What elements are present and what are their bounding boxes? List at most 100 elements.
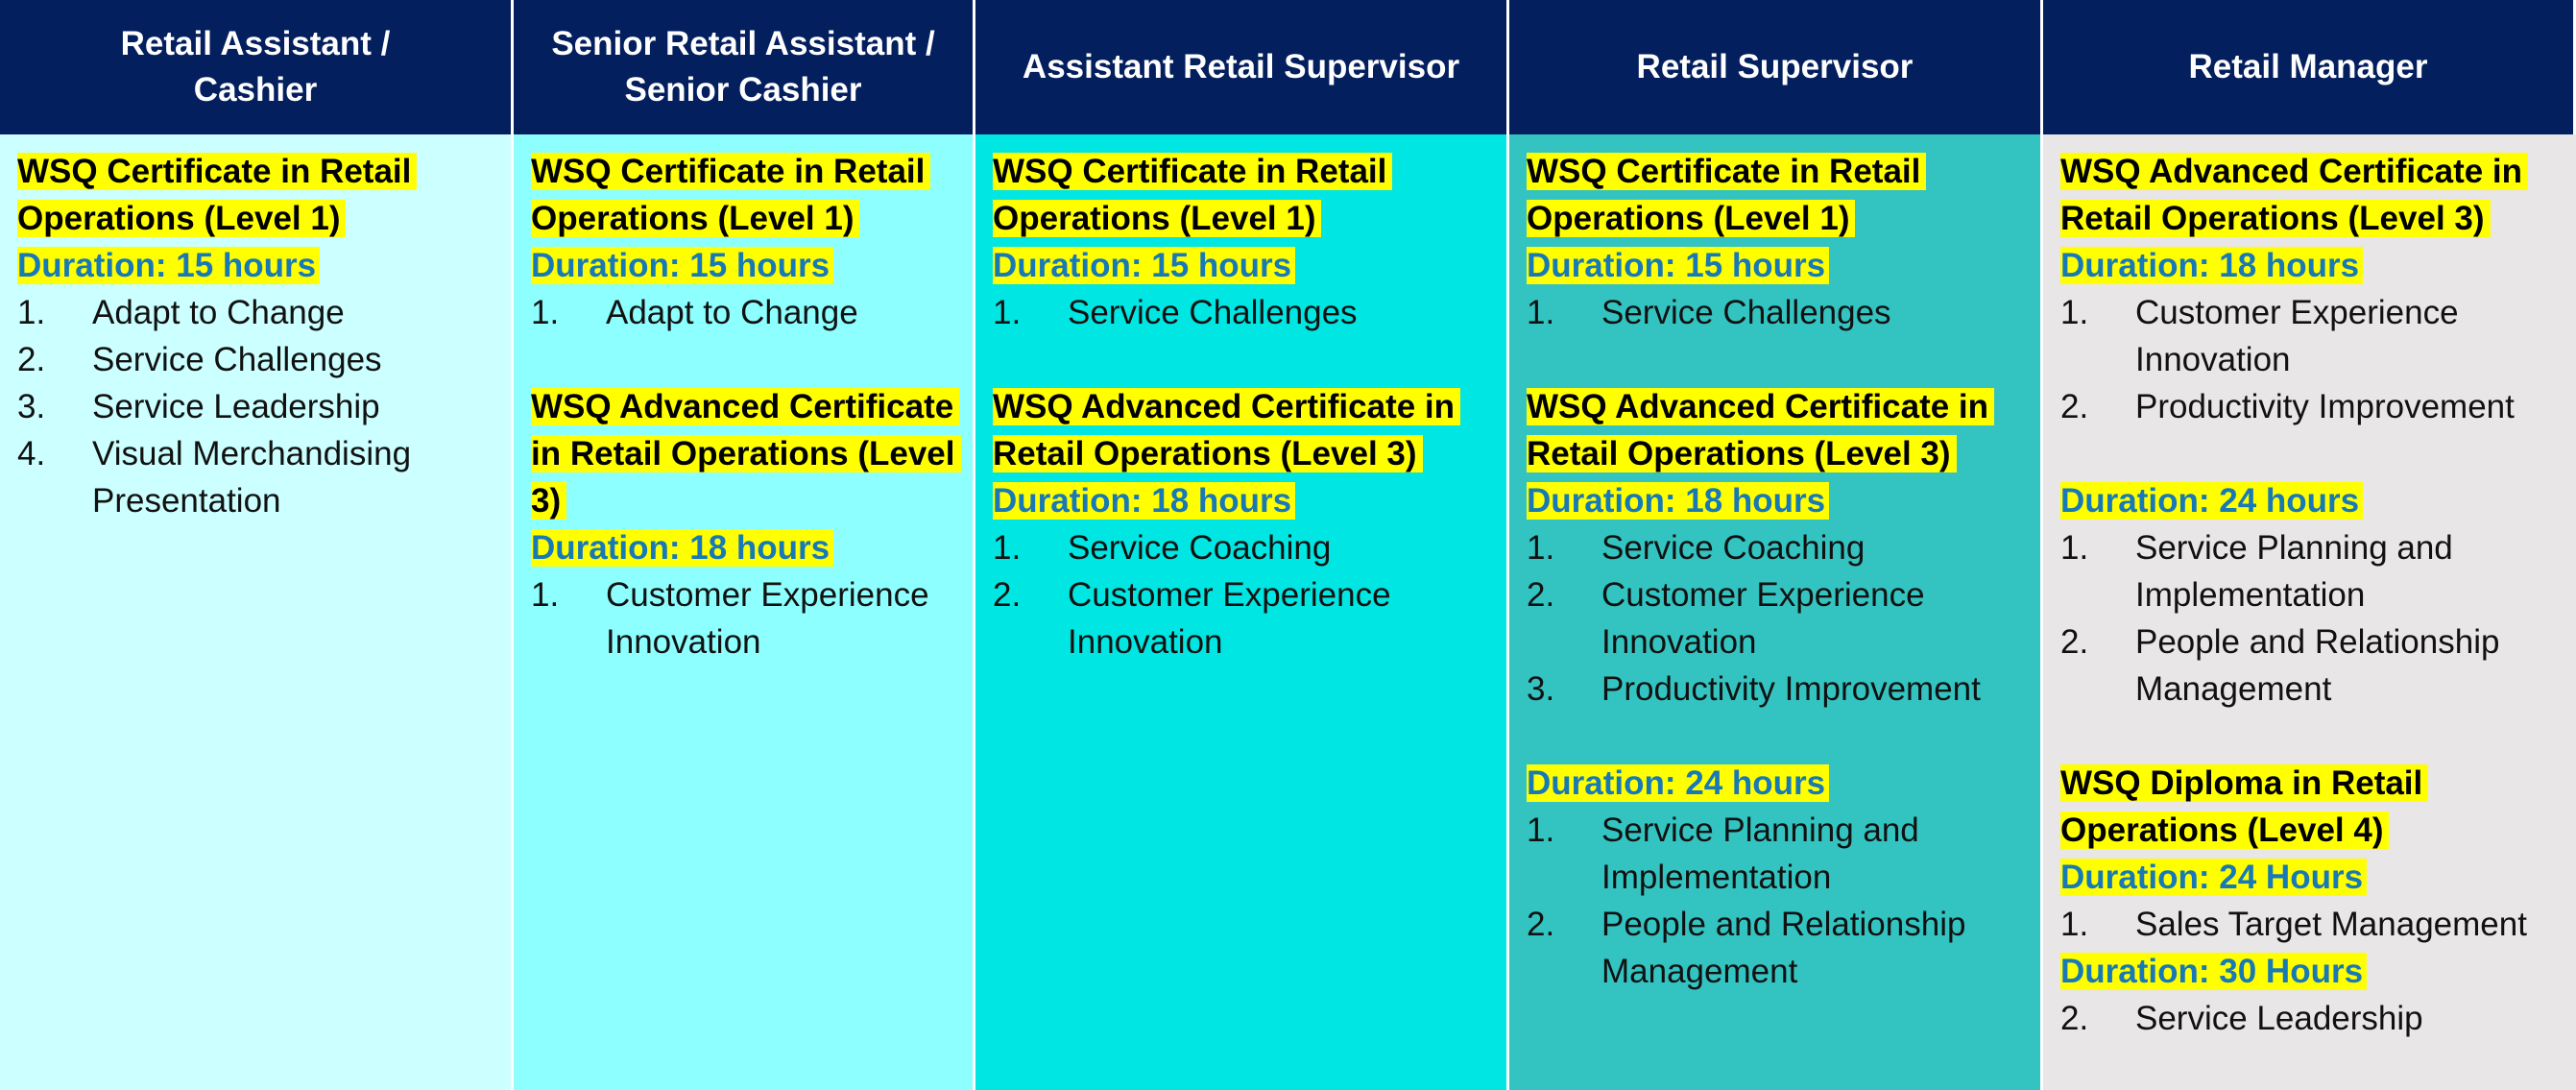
module-number: 1. [2060, 294, 2089, 331]
course-duration-text: Duration: 24 hours [1527, 764, 1830, 802]
module-item: 1. Sales Target Management [2060, 901, 2564, 948]
course-block: WSQ Certificate in Retail Operations (Le… [17, 148, 499, 524]
module-name: Visual Merchandising Presentation [92, 435, 412, 520]
course-block: WSQ Advanced Certificate in Retail Opera… [2060, 148, 2564, 430]
module-name: Service Challenges [1601, 294, 1891, 331]
module-list: 1. Sales Target Management [2060, 901, 2564, 948]
module-item: 1. Service Planning and Implementation [1527, 807, 2029, 901]
course-duration-text: Duration: 18 hours [993, 482, 1296, 520]
column-retail-assistant: WSQ Certificate in Retail Operations (Le… [0, 134, 514, 1090]
course-duration-text: Duration: 15 hours [1527, 247, 1830, 284]
course-title-text: WSQ Certificate in Retail Operations (Le… [1527, 153, 1927, 237]
module-item: 1. Service Challenges [1527, 289, 2029, 336]
module-item: 2. Service Leadership [2060, 995, 2564, 1042]
course-block: WSQ Certificate in Retail Operations (Le… [531, 148, 961, 336]
module-list: 1. Service Planning and Implementation 2. P… [2060, 524, 2564, 713]
module-item: 1. Service Coaching [993, 524, 1495, 571]
column-header: Senior Retail Assistant / Senior Cashier [514, 0, 975, 134]
module-list: 1. Service Planning and Implementation 2. P… [1527, 807, 2029, 995]
module-item: 3. Service Leadership [17, 383, 499, 430]
course-duration: Duration: 18 hours [993, 477, 1495, 524]
course-block: WSQ Diploma in Retail Operations (Level … [2060, 760, 2564, 948]
module-number: 1. [2060, 906, 2089, 943]
module-list: 1. Customer Experience Innovation [531, 571, 961, 666]
course-block: WSQ Advanced Certificate in Retail Opera… [993, 383, 1495, 666]
course-duration-text: Duration: 30 Hours [2060, 953, 2368, 990]
course-duration: Duration: 24 hours [2060, 477, 2564, 524]
module-item: 2. Service Challenges [17, 336, 499, 383]
module-list: 1. Customer Experience Innovation 2. Produc… [2060, 289, 2564, 430]
module-name: People and Relationship Management [2135, 623, 2500, 708]
course-title-text: WSQ Advanced Certificate in Retail Opera… [1527, 388, 1995, 472]
course-title: WSQ Certificate in Retail Operations (Le… [1527, 148, 2029, 242]
module-item: 1. Customer Experience Innovation [531, 571, 961, 666]
module-number: 1. [17, 294, 46, 331]
course-duration: Duration: 24 Hours [2060, 854, 2564, 901]
course-title: WSQ Advanced Certificate in Retail Opera… [531, 383, 961, 524]
module-list: 1. Adapt to Change [531, 289, 961, 336]
course-block: WSQ Advanced Certificate in Retail Opera… [1527, 383, 2029, 713]
course-duration: Duration: 15 hours [1527, 242, 2029, 289]
course-duration-text: Duration: 24 Hours [2060, 859, 2368, 896]
course-duration: Duration: 18 hours [2060, 242, 2564, 289]
module-number: 1. [531, 294, 560, 331]
module-number: 2. [2060, 388, 2089, 425]
module-item: 1. Service Planning and Implementation [2060, 524, 2564, 618]
course-duration: Duration: 30 Hours [2060, 948, 2564, 995]
course-block: WSQ Certificate in Retail Operations (Le… [993, 148, 1495, 336]
course-duration-text: Duration: 15 hours [531, 247, 834, 284]
module-list: 1. Service Challenges [1527, 289, 2029, 336]
column-header: Assistant Retail Supervisor [975, 0, 1509, 134]
course-block: WSQ Advanced Certificate in Retail Opera… [531, 383, 961, 666]
column-retail-manager: WSQ Advanced Certificate in Retail Opera… [2043, 134, 2576, 1090]
course-title-text: WSQ Certificate in Retail Operations (Le… [531, 153, 931, 237]
course-duration-text: Duration: 24 hours [2060, 482, 2364, 520]
column-assistant-retail-supervisor: WSQ Certificate in Retail Operations (Le… [975, 134, 1509, 1090]
course-duration-text: Duration: 15 hours [993, 247, 1296, 284]
module-list: 1. Adapt to Change 2. Service Challenges 3. S… [17, 289, 499, 524]
module-name: Service Coaching [1068, 529, 1332, 567]
module-item: 2. Customer Experience Innovation [1527, 571, 2029, 666]
module-number: 1. [1527, 811, 1555, 849]
course-title: WSQ Advanced Certificate in Retail Opera… [2060, 148, 2564, 242]
module-name: Service Leadership [92, 388, 380, 425]
course-duration-text: Duration: 15 hours [17, 247, 321, 284]
module-number: 1. [993, 529, 1022, 567]
module-list: 1. Service Challenges [993, 289, 1495, 336]
module-name: Service Planning and Implementation [2135, 529, 2453, 614]
module-name: Customer Experience Innovation [606, 576, 929, 661]
module-number: 3. [17, 388, 46, 425]
module-name: Service Challenges [1068, 294, 1358, 331]
course-duration-text: Duration: 18 hours [2060, 247, 2364, 284]
module-item: 4. Visual Merchandising Presentation [17, 430, 499, 524]
module-number: 1. [1527, 294, 1555, 331]
module-name: Adapt to Change [606, 294, 858, 331]
course-title: WSQ Advanced Certificate in Retail Opera… [1527, 383, 2029, 477]
module-number: 2. [2060, 623, 2089, 661]
module-item: 3. Productivity Improvement [1527, 666, 2029, 713]
course-title-text: WSQ Advanced Certificate in Retail Opera… [531, 388, 961, 520]
module-number: 2. [1527, 906, 1555, 943]
module-item: 1. Adapt to Change [17, 289, 499, 336]
module-item: 1. Adapt to Change [531, 289, 961, 336]
module-list: 2. Service Leadership [2060, 995, 2564, 1042]
course-title-text: WSQ Diploma in Retail Operations (Level … [2060, 764, 2429, 849]
module-number: 1. [2060, 529, 2089, 567]
column-retail-supervisor: WSQ Certificate in Retail Operations (Le… [1509, 134, 2043, 1090]
course-duration: Duration: 15 hours [531, 242, 961, 289]
module-number: 1. [1527, 529, 1555, 567]
module-item: 1. Service Challenges [993, 289, 1495, 336]
course-block: Duration: 24 hours 1. Service Planning and… [1527, 760, 2029, 995]
course-title-text: WSQ Certificate in Retail Operations (Le… [17, 153, 418, 237]
course-duration: Duration: 18 hours [1527, 477, 2029, 524]
module-number: 4. [17, 435, 46, 472]
module-item: 2. People and Relationship Management [2060, 618, 2564, 713]
column-header: Retail Assistant / Cashier [0, 0, 514, 134]
course-duration: Duration: 15 hours [17, 242, 499, 289]
module-name: Service Leadership [2135, 1000, 2423, 1037]
course-title: WSQ Certificate in Retail Operations (Le… [531, 148, 961, 242]
module-name: Productivity Improvement [1601, 670, 1981, 708]
course-title-text: WSQ Certificate in Retail Operations (Le… [993, 153, 1393, 237]
module-number: 2. [1527, 576, 1555, 614]
